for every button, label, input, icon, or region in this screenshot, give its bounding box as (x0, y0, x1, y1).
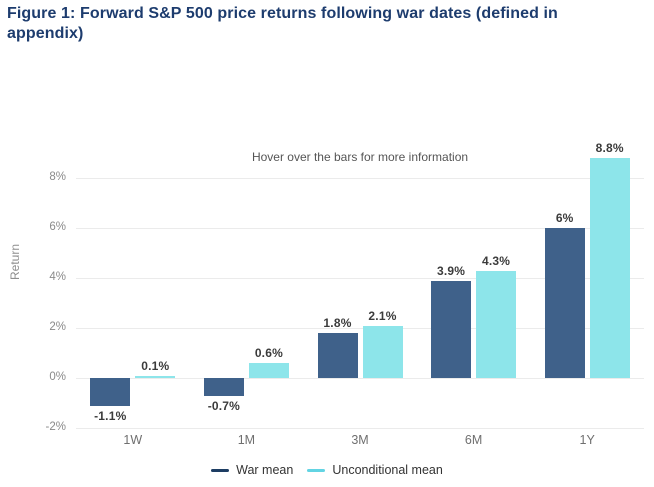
bar-war-mean-1w[interactable] (90, 378, 131, 406)
chart-legend: War mean Unconditional mean (0, 463, 654, 477)
gridline (76, 428, 644, 429)
bar-value-label: 0.1% (141, 358, 170, 373)
x-axis-tick-label: 1Y (579, 433, 595, 447)
bar-value-label: -1.1% (94, 408, 127, 423)
y-axis-tick-label: 6% (49, 221, 66, 233)
bar-value-label: -0.7% (207, 398, 241, 413)
legend-item-unconditional-mean[interactable]: Unconditional mean (307, 463, 443, 477)
y-axis-tick-label: -2% (45, 421, 66, 433)
gridline (76, 228, 644, 229)
x-axis-tick-label: 1M (237, 433, 256, 447)
bar-value-label: 3.9% (437, 263, 466, 278)
y-axis-tick-label: 2% (49, 321, 66, 333)
x-axis-tick-label: 1W (123, 433, 143, 447)
bar-value-label: 8.8% (595, 141, 624, 155)
bar-value-label: 2.1% (368, 308, 397, 323)
plot-area: -1.1% 0.1% -0.7% 0.6% 1.8% 2.1% 3.9% 4.3% 6% 8.8% (76, 128, 644, 429)
gridline (76, 178, 644, 179)
bar-value-label: 0.6% (254, 346, 283, 360)
legend-marker-icon (307, 468, 326, 472)
bar-value-label: 1.8% (323, 316, 352, 330)
bar-unconditional-mean-6m[interactable] (476, 270, 517, 378)
bar-unconditional-mean-1y[interactable] (589, 158, 630, 378)
bar-value-label: 6% (555, 211, 574, 225)
y-axis-tick-label: 4% (49, 271, 66, 283)
bar-war-mean-6m[interactable] (431, 280, 472, 378)
bar-unconditional-mean-3m[interactable] (362, 325, 403, 378)
gridline (76, 378, 644, 379)
x-axis-tick-label: 6M (464, 433, 483, 447)
gridline (76, 278, 644, 279)
bar-war-mean-1m[interactable] (203, 378, 244, 396)
hover-hint-text: Hover over the bars for more information (251, 150, 469, 164)
y-axis-tick-label: 0% (49, 371, 66, 383)
legend-item-label: Unconditional mean (332, 463, 443, 477)
figure-title: Figure 1: Forward S&P 500 price returns … (7, 5, 558, 43)
bar-unconditional-mean-1m[interactable] (248, 363, 289, 378)
x-axis-tick-label: 3M (351, 433, 369, 447)
legend-item-label: War mean (236, 463, 294, 477)
legend-item-war-mean[interactable]: War mean (211, 463, 293, 477)
legend-marker-icon (211, 468, 230, 472)
bar-unconditional-mean-1w[interactable] (135, 375, 176, 378)
gridline (76, 328, 644, 329)
bar-value-label: 4.3% (482, 253, 511, 268)
bar-war-mean-3m[interactable] (317, 333, 358, 378)
bar-war-mean-1y[interactable] (544, 228, 585, 378)
y-axis-tick-label: 8% (49, 171, 66, 183)
